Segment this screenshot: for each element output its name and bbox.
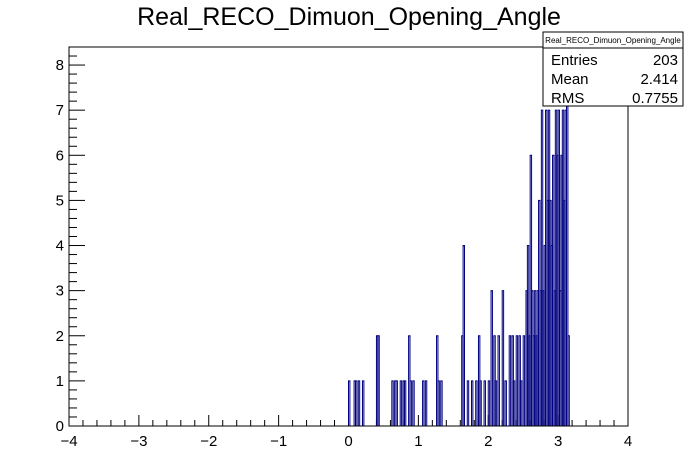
stats-mean-label: Mean [551,71,589,88]
x-tick-label: 4 [624,433,632,450]
x-tick-label: 2 [484,433,492,450]
stats-entries-value: 203 [653,52,678,69]
stats-box-frame [542,31,684,107]
x-tick-label: −4 [60,433,77,450]
y-tick-label: 7 [56,102,64,119]
x-tick-label: −2 [200,433,217,450]
y-tick-label: 6 [56,147,64,164]
x-tick-label: 1 [414,433,422,450]
x-tick-label: 3 [554,433,562,450]
x-tick-label: −1 [270,433,287,450]
x-tick-label: −3 [130,433,147,450]
stats-rms-value: 0.7755 [632,90,678,107]
y-tick-label: 0 [56,418,64,435]
x-tick-label: 0 [344,433,352,450]
y-tick-label: 5 [56,192,64,209]
stats-box: Real_RECO_Dimuon_Opening_Angle Entries 2… [542,31,684,107]
stats-entries-label: Entries [551,52,598,69]
y-tick-label: 8 [56,57,64,74]
y-tick-label: 2 [56,328,64,345]
y-tick-label: 3 [56,283,64,300]
stats-mean-value: 2.414 [640,71,678,88]
stats-rms-label: RMS [551,90,584,107]
tick-labels: −4 −3 −2 −1 0 1 2 3 4 0 1 2 3 4 5 6 7 8 [56,57,633,450]
plot-frame [68,46,629,427]
stats-box-title: Real_RECO_Dimuon_Opening_Angle [545,36,681,45]
chart-title: Real_RECO_Dimuon_Opening_Angle [137,3,561,31]
y-tick-label: 4 [56,238,64,255]
y-tick-label: 1 [56,373,64,390]
